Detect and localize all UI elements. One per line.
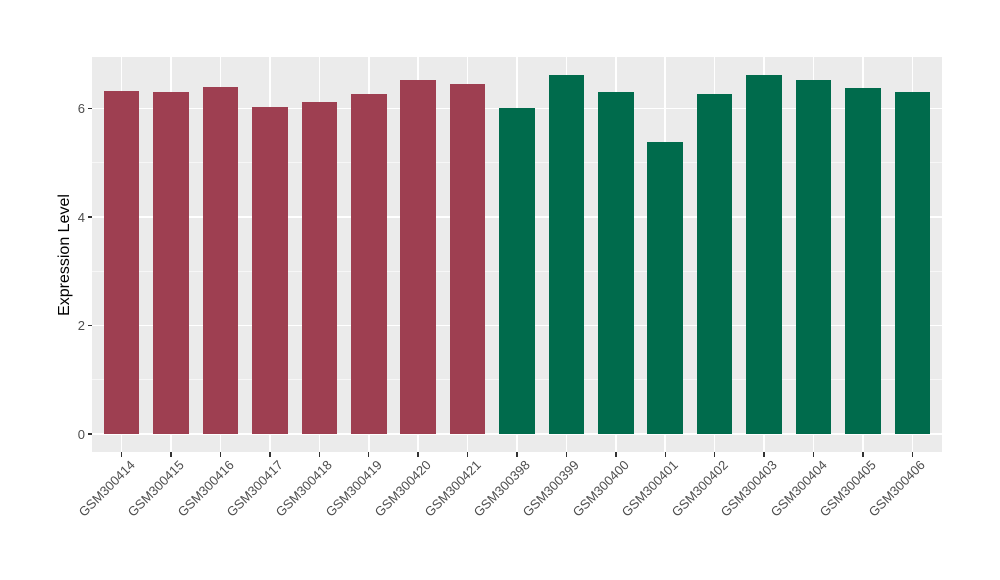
- x-tick: [713, 452, 716, 457]
- bar: [696, 94, 733, 435]
- x-tick: [516, 452, 518, 457]
- x-tick: [565, 452, 568, 457]
- bar: [548, 74, 585, 435]
- x-tick: [862, 452, 864, 457]
- x-tick: [763, 452, 765, 457]
- x-tick: [466, 452, 469, 457]
- y-tick: [87, 324, 92, 327]
- bar: [350, 94, 387, 435]
- bar: [400, 80, 436, 435]
- y-tick: [87, 216, 92, 218]
- bar: [845, 87, 881, 435]
- bar: [746, 74, 782, 435]
- x-tick: [417, 452, 419, 457]
- bar: [449, 83, 486, 435]
- x-tick: [170, 452, 172, 457]
- y-tick: [87, 433, 92, 435]
- x-tick: [664, 452, 666, 457]
- x-tick: [219, 452, 222, 457]
- x-tick: [812, 452, 815, 457]
- bar: [301, 102, 338, 435]
- y-tick-label: 4: [77, 209, 85, 225]
- x-tick: [615, 452, 617, 457]
- y-tick-label: 2: [77, 318, 85, 334]
- x-tick: [269, 452, 271, 457]
- x-tick: [120, 452, 123, 457]
- bar: [598, 92, 634, 435]
- bar: [894, 92, 931, 435]
- y-axis-title: Expression Level: [56, 194, 73, 316]
- y-tick-label: 6: [77, 101, 85, 117]
- bar: [647, 142, 684, 435]
- bar: [252, 106, 288, 435]
- bar: [202, 86, 239, 435]
- x-tick: [911, 452, 914, 457]
- y-tick: [87, 107, 92, 110]
- y-tick-label: 0: [77, 426, 85, 442]
- bar: [153, 92, 189, 435]
- bar: [103, 91, 140, 435]
- x-tick: [367, 452, 370, 457]
- bar: [795, 79, 832, 435]
- bar: [499, 108, 535, 435]
- x-tick: [318, 452, 321, 457]
